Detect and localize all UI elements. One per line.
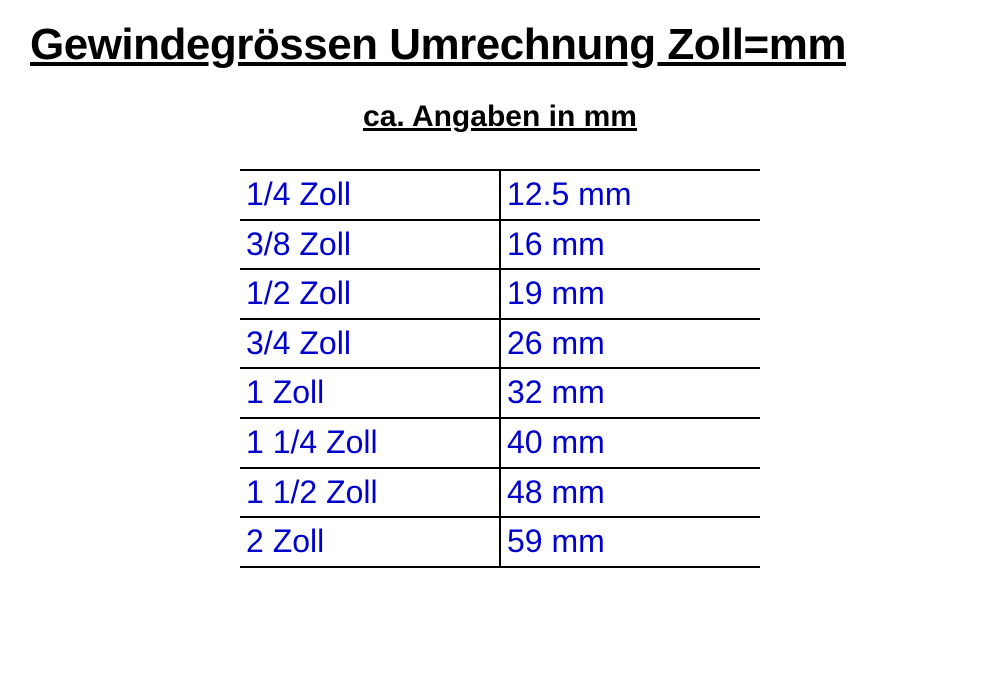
- cell-mm: 32 mm: [500, 368, 760, 418]
- table-row: 1/4 Zoll 12.5 mm: [240, 170, 760, 220]
- table-wrapper: 1/4 Zoll 12.5 mm 3/8 Zoll 16 mm 1/2 Zoll…: [30, 169, 970, 568]
- cell-mm: 59 mm: [500, 517, 760, 567]
- table-row: 1 1/2 Zoll 48 mm: [240, 468, 760, 518]
- cell-zoll: 1/2 Zoll: [240, 269, 500, 319]
- cell-mm: 40 mm: [500, 418, 760, 468]
- cell-mm: 48 mm: [500, 468, 760, 518]
- page-title: Gewindegrössen Umrechnung Zoll=mm: [30, 20, 970, 70]
- table-row: 1 Zoll 32 mm: [240, 368, 760, 418]
- cell-mm: 26 mm: [500, 319, 760, 369]
- cell-zoll: 3/8 Zoll: [240, 220, 500, 270]
- cell-mm: 16 mm: [500, 220, 760, 270]
- table-row: 3/8 Zoll 16 mm: [240, 220, 760, 270]
- cell-zoll: 1 1/4 Zoll: [240, 418, 500, 468]
- cell-zoll: 3/4 Zoll: [240, 319, 500, 369]
- page-container: Gewindegrössen Umrechnung Zoll=mm ca. An…: [0, 0, 1000, 588]
- table-row: 1 1/4 Zoll 40 mm: [240, 418, 760, 468]
- table-row: 2 Zoll 59 mm: [240, 517, 760, 567]
- cell-zoll: 1/4 Zoll: [240, 170, 500, 220]
- page-subtitle: ca. Angaben in mm: [30, 100, 970, 134]
- cell-zoll: 1 Zoll: [240, 368, 500, 418]
- table-row: 1/2 Zoll 19 mm: [240, 269, 760, 319]
- conversion-table: 1/4 Zoll 12.5 mm 3/8 Zoll 16 mm 1/2 Zoll…: [240, 169, 760, 568]
- cell-mm: 19 mm: [500, 269, 760, 319]
- cell-zoll: 1 1/2 Zoll: [240, 468, 500, 518]
- table-row: 3/4 Zoll 26 mm: [240, 319, 760, 369]
- cell-mm: 12.5 mm: [500, 170, 760, 220]
- cell-zoll: 2 Zoll: [240, 517, 500, 567]
